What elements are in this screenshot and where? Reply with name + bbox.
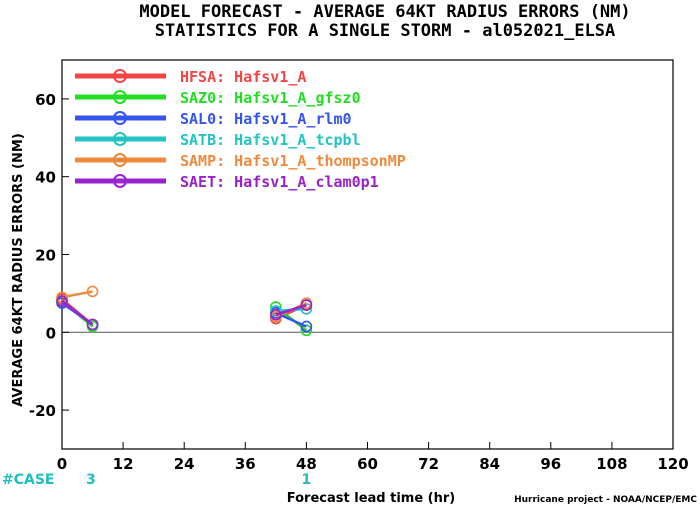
legend-marker xyxy=(113,69,127,83)
legend-marker xyxy=(113,111,127,125)
legend-entry: SAET: Hafsv1_A_clam0p1 xyxy=(180,173,379,191)
legend-marker xyxy=(113,132,127,146)
data-point xyxy=(300,320,313,333)
legend-marker xyxy=(113,153,127,167)
series-line xyxy=(61,300,94,326)
x-tick-label: 72 xyxy=(418,455,439,473)
legend-entry: SATB: Hafsv1_A_tcpbl xyxy=(180,131,361,149)
x-tick-label: 108 xyxy=(596,455,627,473)
x-tick-label: 36 xyxy=(235,455,256,473)
case-count-label: #CASE xyxy=(2,472,55,488)
y-tick-label: 20 xyxy=(35,247,56,265)
y-tick-label: 40 xyxy=(35,169,56,187)
case-count: 3 xyxy=(86,472,96,488)
data-point xyxy=(86,318,99,331)
credit-text: Hurricane project - NOAA/NCEP/EMC xyxy=(514,495,697,505)
y-tick-label: -20 xyxy=(29,402,56,420)
x-tick-label: 84 xyxy=(479,455,500,473)
x-tick-label: 60 xyxy=(357,455,378,473)
chart-title: MODEL FORECAST - AVERAGE 64KT RADIUS ERR… xyxy=(139,2,630,22)
legend-marker xyxy=(113,174,127,188)
x-tick-label: 120 xyxy=(657,455,688,473)
legend-entry: HFSA: Hafsv1_A xyxy=(180,68,306,86)
plot-area: 0 12 24 36 48 60 72 84 96 108 120 -20 0 20 40 60 HFSA: H… xyxy=(29,59,689,488)
data-point xyxy=(300,299,313,311)
legend-entry: SAMP: Hafsv1_A_thompsonMP xyxy=(180,152,406,170)
legend-entry: SAZ0: Hafsv1_A_gfsz0 xyxy=(180,89,361,107)
x-tick-label: 12 xyxy=(113,455,134,473)
legend-marker xyxy=(113,90,127,104)
y-tick-label: 0 xyxy=(46,324,56,342)
legend-entry: SAL0: Hafsv1_A_rlm0 xyxy=(180,110,352,128)
chart-subtitle: STATISTICS FOR A SINGLE STORM - al052021… xyxy=(155,21,616,41)
y-tick-label: 60 xyxy=(35,91,56,109)
x-tick-label: 24 xyxy=(174,455,195,473)
case-count: 1 xyxy=(302,472,312,488)
x-axis-label: Forecast lead time (hr) xyxy=(287,491,455,506)
x-tick-label: 96 xyxy=(540,455,561,473)
data-point xyxy=(270,308,282,321)
x-tick-label: 0 xyxy=(57,455,67,473)
data-point xyxy=(56,295,68,307)
y-axis-label: AVERAGE 64KT RADIUS ERRORS (NM) xyxy=(11,133,26,407)
data-point xyxy=(86,285,99,298)
x-tick-label: 48 xyxy=(296,455,317,473)
